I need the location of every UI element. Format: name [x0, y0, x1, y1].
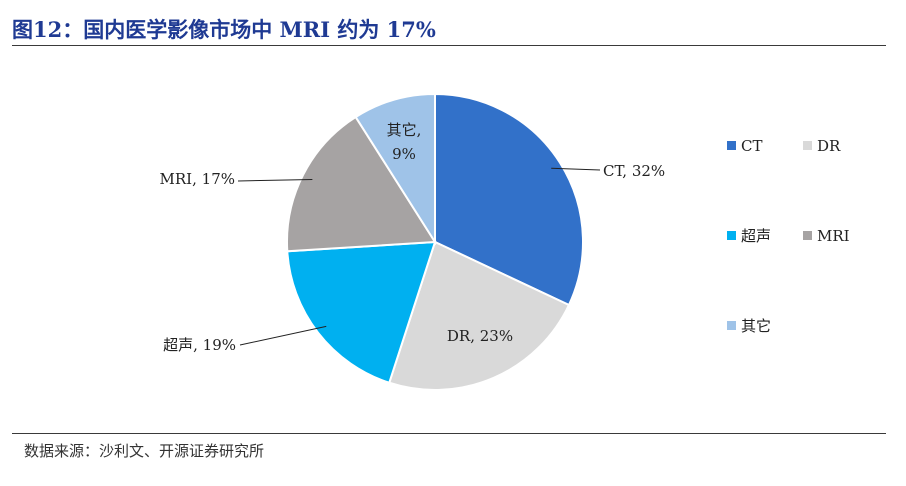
pie-slice-dr	[388, 240, 571, 391]
source-rule	[12, 433, 886, 434]
slice-label-mri: MRI, 17%	[160, 170, 235, 188]
legend-label-other: 其它	[741, 317, 771, 335]
legend-swatch-mri	[803, 231, 812, 240]
legend-swatch-other	[727, 321, 736, 330]
leader-line-mri	[237, 179, 313, 182]
slice-label-ultrasound: 超声, 19%	[163, 336, 236, 354]
slice-label-ct: CT, 32%	[603, 162, 665, 180]
legend-label-ultrasound: 超声	[741, 227, 771, 245]
slice-label-dr: DR, 23%	[447, 327, 513, 345]
leader-line-ct	[551, 167, 601, 171]
pie-slice-mri	[286, 115, 437, 253]
legend-label-ct: CT	[741, 137, 762, 155]
pie-slices	[286, 92, 584, 391]
legend-label-dr: DR	[817, 137, 841, 155]
pie-slice-ct	[434, 92, 584, 307]
title-rule	[12, 45, 886, 46]
leader-lines	[237, 167, 601, 346]
slice-label-other: 其它, 9%	[387, 121, 422, 163]
legend-label-mri: MRI	[817, 227, 850, 245]
pie-slice-ultrasound	[286, 240, 437, 385]
legend: CT DR 超声 MRI 其它	[727, 137, 850, 335]
slice-labels: CT, 32% DR, 23% 超声, 19% MRI, 17% 其它, 9%	[160, 121, 666, 354]
source-note: 数据来源：沙利文、开源证券研究所	[24, 442, 265, 460]
legend-swatch-ct	[727, 141, 736, 150]
legend-swatch-ultrasound	[727, 231, 736, 240]
legend-swatch-dr	[803, 141, 812, 150]
pie-slice-other	[354, 92, 436, 246]
figure-title: 图12：国内医学影像市场中 MRI 约为 17%	[12, 17, 436, 42]
leader-line-ultrasound	[239, 325, 327, 346]
